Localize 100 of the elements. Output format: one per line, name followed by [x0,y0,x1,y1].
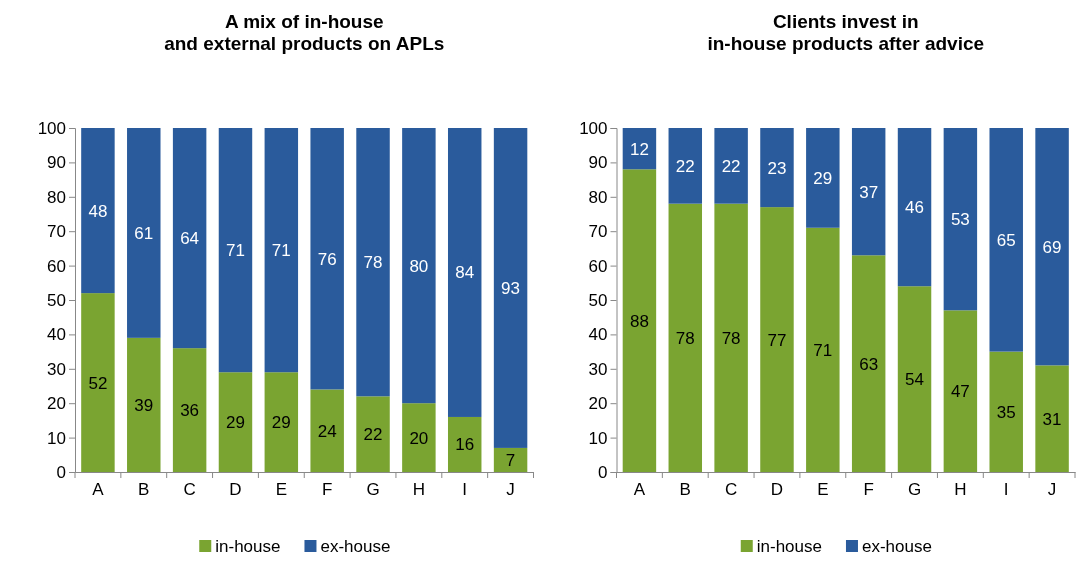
data-label: 23 [767,158,787,178]
data-label: 47 [950,382,970,402]
y-tick-label: 10 [47,428,66,448]
x-tick-label: J [506,480,515,500]
x-tick-label: F [321,480,333,500]
bar [264,372,299,472]
bar [127,128,161,338]
y-tick-label: 90 [588,153,608,173]
data-label: 29 [813,168,833,188]
bar [943,310,978,472]
bar [1035,365,1069,472]
x-tick-label: D [770,480,784,500]
y-tick-label: 50 [588,290,608,310]
bar [447,416,482,472]
y-tick-label: 40 [588,325,608,345]
y-tick-label: 60 [588,256,608,276]
bar [402,403,436,472]
data-label: 78 [675,328,695,348]
y-tick-label: 20 [588,394,608,414]
y-tick-label: 30 [588,359,608,379]
data-label: 61 [134,223,154,243]
bar [668,203,703,472]
bar [356,396,390,472]
data-label: 88 [629,311,649,331]
data-label: 84 [455,263,475,283]
y-tick-label: 0 [56,462,66,482]
bar [81,128,115,294]
data-label: 22 [675,156,695,176]
bar [943,128,978,311]
x-tick-label: G [907,480,922,500]
data-label: 78 [363,253,383,273]
data-label: 52 [88,373,108,393]
data-label: 48 [88,201,108,221]
x-tick-label: I [462,480,468,500]
bar [402,128,436,404]
y-tick-label: 90 [47,153,66,173]
bar [760,128,794,208]
bar [218,372,253,472]
y-tick-label: 0 [598,462,608,482]
x-tick-label: D [229,480,242,500]
bar [760,207,794,472]
bar [806,227,840,472]
x-tick-label: H [412,480,426,500]
y-tick-label: 40 [47,325,66,345]
x-tick-label: E [275,480,287,500]
legend-label: ex-house [320,537,391,556]
data-label: 39 [134,395,154,415]
data-label: 63 [859,354,879,374]
bar [714,203,748,472]
bar [897,128,932,287]
bar [264,128,299,373]
bar [310,389,344,472]
chart-title: A mix of in-house and external products on APLs [164,11,445,54]
data-label: 71 [271,241,291,261]
data-label: 29 [226,413,245,433]
x-tick-label: J [1047,480,1057,500]
data-label: 69 [1042,237,1062,257]
bar [1035,128,1069,366]
data-label: 20 [409,428,429,448]
x-tick-label: I [1003,480,1009,500]
data-label: 64 [180,229,200,249]
y-tick-label: 50 [47,290,66,310]
bar [897,286,932,472]
bar [493,447,528,472]
bar [493,128,528,448]
bar [622,169,657,472]
x-tick-label: H [954,480,967,500]
bar [172,348,207,472]
chart-title: Clients invest in in-house products after advice [707,11,985,54]
data-label: 12 [629,139,649,159]
data-label: 93 [501,278,521,298]
y-tick-label: 70 [588,222,608,242]
data-label: 76 [317,249,337,269]
bar [622,128,657,170]
data-label: 22 [721,156,741,176]
data-label: 53 [950,210,970,230]
x-tick-label: B [679,480,691,500]
data-label: 77 [767,330,787,350]
data-label: 65 [996,230,1016,250]
y-tick-label: 100 [579,118,608,138]
data-label: 46 [905,198,924,218]
x-tick-label: G [366,480,380,500]
x-tick-label: A [633,480,646,500]
data-label: 54 [905,370,924,390]
x-tick-label: C [183,480,196,500]
bar [310,128,344,390]
bar [851,128,886,256]
y-tick-label: 30 [47,359,66,379]
data-label: 37 [859,182,879,202]
bar [806,128,840,228]
data-label: 29 [271,413,291,433]
bar [218,128,253,373]
legend-label: in-house [756,537,822,556]
y-tick-label: 10 [588,428,608,448]
x-tick-label: E [817,480,829,500]
x-tick-label: F [863,480,874,500]
data-label: 71 [813,340,833,360]
y-tick-label: 60 [47,256,66,276]
y-tick-label: 20 [47,394,66,414]
bar [668,128,703,204]
